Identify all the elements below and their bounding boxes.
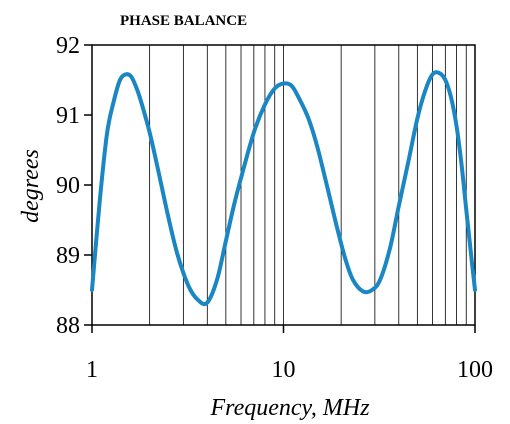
y-tick-label: 92 <box>56 33 80 59</box>
axis-ticks: 1 10 100 88 89 90 91 92 <box>56 33 493 383</box>
chart-title: PHASE BALANCE <box>120 13 247 29</box>
y-tick-label: 91 <box>56 103 80 129</box>
x-tick-label: 100 <box>457 357 493 383</box>
x-axis-label: Frequency, MHz <box>209 395 370 421</box>
y-axis-label: degrees <box>18 149 44 223</box>
grid-lines <box>149 45 467 325</box>
y-tick-label: 90 <box>56 173 80 199</box>
x-tick-label: 10 <box>272 357 296 383</box>
y-tick-label: 88 <box>56 313 80 339</box>
series-line-phase-balance <box>90 70 477 307</box>
y-tick-label: 89 <box>56 243 80 269</box>
x-tick-label: 1 <box>86 357 98 383</box>
